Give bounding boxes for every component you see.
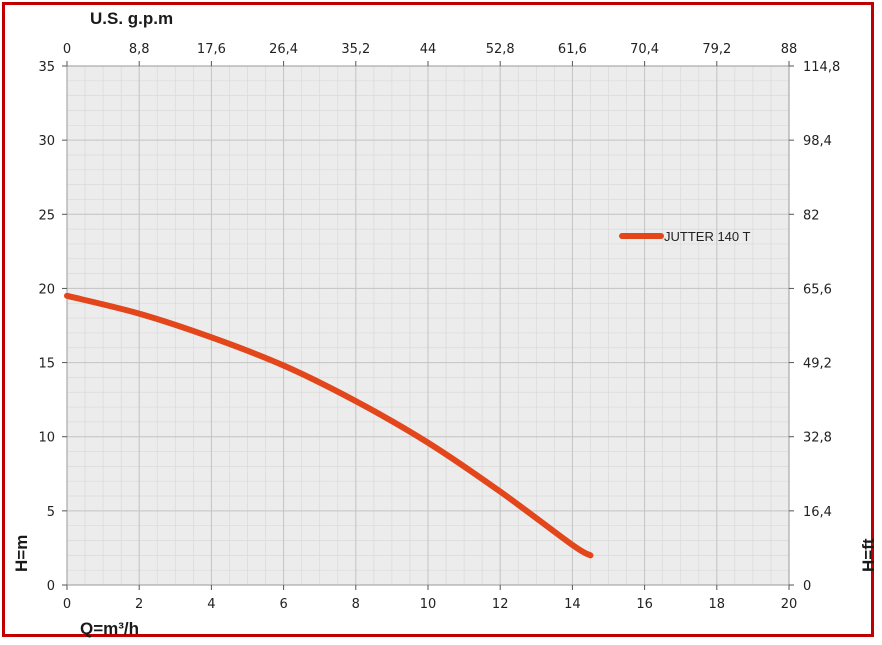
x-tick-label: 4 xyxy=(207,597,215,612)
x2-axis-title: U.S. g.p.m xyxy=(90,9,173,28)
data-point xyxy=(136,311,142,317)
x2-tick-label: 88 xyxy=(781,42,798,57)
data-point xyxy=(569,542,576,548)
data-point xyxy=(208,334,214,340)
x-tick-label: 6 xyxy=(279,597,287,612)
y-tick-label: 10 xyxy=(38,431,55,446)
y2-tick-label: 16,4 xyxy=(803,505,832,520)
data-point xyxy=(497,488,503,495)
data-point xyxy=(425,440,431,446)
x2-axis-ticks: 0 8,8 17,6 26,4 35,2 44 52,8 61,6 70,4 79,2 88 xyxy=(63,42,797,66)
y-tick-label: 30 xyxy=(38,134,55,149)
x-tick-label: 16 xyxy=(636,597,653,612)
x2-tick-label: 44 xyxy=(420,42,437,57)
y-axis-title: H=m xyxy=(12,535,31,572)
x2-tick-label: 79,2 xyxy=(702,42,731,57)
y-tick-label: 35 xyxy=(38,60,55,75)
y-tick-label: 15 xyxy=(38,357,55,372)
y2-tick-label: 0 xyxy=(803,579,811,594)
x2-tick-label: 61,6 xyxy=(558,42,587,57)
y2-tick-label: 114,8 xyxy=(803,60,840,75)
y2-tick-label: 65,6 xyxy=(803,282,832,297)
x2-tick-label: 52,8 xyxy=(486,42,515,57)
x-tick-label: 2 xyxy=(135,597,143,612)
data-point xyxy=(353,398,359,404)
x2-tick-label: 26,4 xyxy=(269,42,298,57)
x2-tick-label: 8,8 xyxy=(129,42,150,57)
x-tick-label: 12 xyxy=(492,597,509,612)
y-tick-label: 0 xyxy=(47,579,55,594)
y2-tick-label: 98,4 xyxy=(803,134,832,149)
y2-tick-label: 49,2 xyxy=(803,357,832,372)
data-point xyxy=(281,362,287,369)
y-tick-label: 20 xyxy=(38,282,55,297)
x-axis-ticks: 0 2 4 6 8 10 12 14 16 18 20 xyxy=(63,585,797,612)
y-axis-ticks: 0 5 10 15 20 25 30 35 xyxy=(38,60,67,594)
legend: JUTTER 140 T xyxy=(619,229,751,244)
x2-tick-label: 70,4 xyxy=(630,42,659,57)
y2-tick-label: 32,8 xyxy=(803,431,832,446)
legend-label: JUTTER 140 T xyxy=(664,229,751,244)
x-tick-label: 8 xyxy=(352,597,360,612)
x-tick-label: 10 xyxy=(420,597,437,612)
x2-tick-label: 0 xyxy=(63,42,71,57)
x-tick-label: 20 xyxy=(781,597,798,612)
y2-tick-label: 82 xyxy=(803,208,820,223)
x2-tick-label: 35,2 xyxy=(341,42,370,57)
y-tick-label: 25 xyxy=(38,208,55,223)
y-tick-label: 5 xyxy=(47,505,55,520)
x2-tick-label: 17,6 xyxy=(197,42,226,57)
x-axis-title: Q=m³/h xyxy=(80,619,139,638)
x-tick-label: 18 xyxy=(709,597,726,612)
x-tick-label: 14 xyxy=(564,597,581,612)
x-tick-label: 0 xyxy=(63,597,71,612)
series-layer xyxy=(64,292,594,559)
data-point xyxy=(64,293,70,299)
data-point xyxy=(587,552,594,558)
y2-axis-ticks: 0 16,4 32,8 49,2 65,6 82 98,4 114,8 xyxy=(789,60,840,594)
y2-axis-title: H=ft xyxy=(859,538,878,572)
